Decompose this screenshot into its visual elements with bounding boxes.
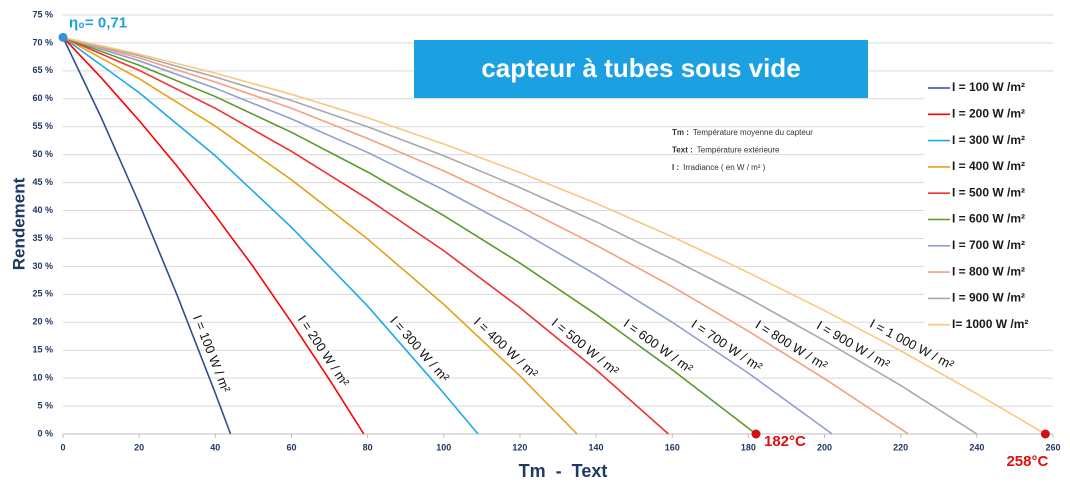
y-axis-title: Rendement: [9, 177, 28, 270]
legend-label: I = 300 W /m²: [952, 133, 1025, 147]
legend-label: I = 500 W /m²: [952, 185, 1025, 199]
y-tick-label: 20 %: [32, 317, 53, 327]
note-text: Température extérieure: [697, 146, 780, 155]
legend-label: I = 100 W /m²: [952, 80, 1025, 94]
x-tick-label: 60: [286, 442, 296, 452]
y-tick-label: 75 %: [32, 9, 53, 19]
y-tick-label: 5 %: [37, 400, 53, 410]
y-tick-label: 55 %: [32, 121, 53, 131]
series-line: [62, 36, 365, 435]
note-text: Température moyenne du capteur: [693, 128, 813, 137]
x-tick-label: 180: [741, 442, 756, 452]
note-term: Tm :: [672, 128, 689, 137]
annotation-label: η₀= 0,71: [69, 14, 127, 31]
title-box: [414, 40, 868, 98]
series-line: [62, 36, 1046, 435]
x-tick-label: 240: [969, 442, 984, 452]
legend-label: I= 1000 W /m²: [952, 317, 1028, 331]
series-line: [62, 37, 232, 435]
series-line: [62, 36, 578, 435]
series-line: [62, 36, 833, 435]
legend-label: I = 600 W /m²: [952, 212, 1025, 226]
note-term: I :: [672, 163, 679, 172]
chart-title: capteur à tubes sous vide: [481, 53, 800, 83]
x-tick-label: 220: [893, 442, 908, 452]
y-tick-label: 65 %: [32, 65, 53, 75]
series-line: [62, 36, 757, 435]
x-tick-label: 40: [210, 442, 220, 452]
note: I : Irradiance ( en W / m² ): [672, 163, 766, 172]
y-tick-label: 50 %: [32, 149, 53, 159]
overlay: I = 100 W /m² I = 200 W /m² I = 300 W /m² I…: [58, 14, 1064, 470]
series-line: [62, 36, 479, 435]
y-tick-label: 40 %: [32, 205, 53, 215]
annotation-label: 182°C: [764, 433, 806, 450]
x-tick-label: 100: [436, 442, 451, 452]
y-tick-label: 10 %: [32, 373, 53, 383]
y-tick-label: 45 %: [32, 177, 53, 187]
x-tick-label: 0: [60, 442, 65, 452]
annotation-marker: [58, 32, 68, 42]
series-line: [62, 36, 669, 435]
y-tick-label: 15 %: [32, 345, 53, 355]
legend-label: I = 200 W /m²: [952, 106, 1025, 120]
note-text: Irradiance ( en W / m² ): [683, 163, 766, 172]
series-line: [62, 36, 978, 435]
y-tick-label: 30 %: [32, 261, 53, 271]
x-tick-label: 200: [817, 442, 832, 452]
legend-label: I = 900 W /m²: [952, 291, 1025, 305]
annotation-label: 258°C: [1006, 453, 1048, 470]
x-tick-label: 140: [589, 442, 604, 452]
y-tick-label: 70 %: [32, 37, 53, 47]
legend-label: I = 800 W /m²: [952, 264, 1025, 278]
annotation-marker: [1040, 429, 1050, 439]
note: Text : Température extérieure: [672, 146, 780, 155]
y-tick-label: 35 %: [32, 233, 53, 243]
legend-label: I = 400 W /m²: [952, 159, 1025, 173]
y-tick-label: 60 %: [32, 93, 53, 103]
x-tick-label: 260: [1045, 442, 1060, 452]
note-term: Text :: [672, 146, 693, 155]
x-tick-label: 80: [363, 442, 373, 452]
x-tick-label: 160: [665, 442, 680, 452]
note: Tm : Température moyenne du capteur: [672, 128, 813, 137]
y-tick-label: 25 %: [32, 289, 53, 299]
y-tick-label: 0 %: [37, 428, 53, 438]
annotation-marker: [751, 429, 761, 439]
x-tick-label: 20: [134, 442, 144, 452]
series-line: [62, 36, 909, 435]
legend-label: I = 700 W /m²: [952, 238, 1025, 252]
x-axis-title: Tm - Text: [519, 461, 608, 481]
grid: 0 % 5 % 10 % 15 % 20 % 25 % 30 % 35 % 40 % 45 % 50…: [32, 9, 1060, 452]
x-tick-label: 120: [512, 442, 527, 452]
